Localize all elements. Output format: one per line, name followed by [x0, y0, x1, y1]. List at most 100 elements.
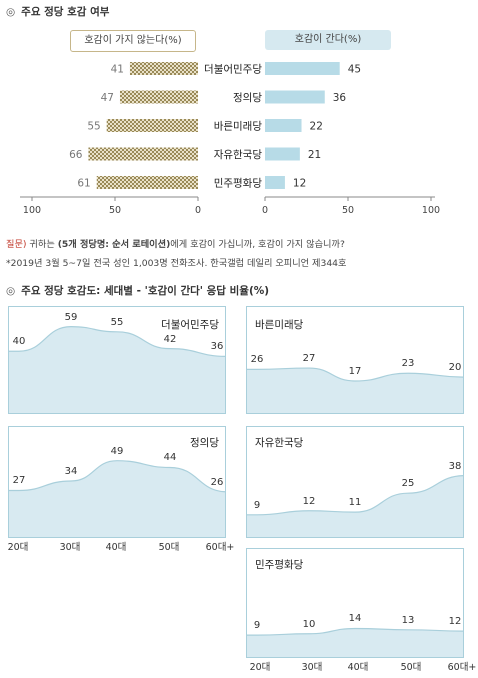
series-area: [9, 460, 225, 537]
panel-title-liberty-korea: 자유한국당: [255, 437, 304, 449]
series-area: [247, 628, 463, 657]
panel-bareun: 바른미래당 26 27 17 23 20: [246, 306, 464, 414]
value-label-favorable: 36: [333, 92, 347, 104]
axis-tick-label: 50: [109, 205, 121, 216]
data-label: 10: [302, 618, 316, 630]
area-bareun: [247, 367, 463, 413]
section-title-favorability: ◎ 주요 정당 호감 여부: [6, 6, 110, 18]
area-liberty-korea: [247, 475, 463, 537]
series-line: [247, 367, 463, 382]
value-label-unfavorable: 61: [77, 178, 90, 190]
data-label: 20: [448, 362, 462, 374]
series-area: [9, 326, 225, 413]
source-note: *2019년 3월 5~7일 전국 성인 1,003명 전화조사. 한국갤럽 데…: [6, 258, 347, 269]
panel-title-peace: 민주평화당: [255, 559, 304, 571]
bar-favorable: [265, 90, 325, 104]
bar-favorable: [265, 62, 340, 75]
bar-unfavorable: [119, 90, 198, 104]
data-label: 9: [253, 620, 261, 632]
value-label-favorable: 22: [310, 121, 323, 133]
axis-tick-label: 100: [422, 205, 440, 216]
panel-title-justice: 정의당: [190, 437, 219, 449]
axis-tick-label: 50: [342, 205, 354, 216]
value-label-unfavorable: 41: [111, 64, 124, 76]
legend-unfavorable: 호감이 가지 않는다(%): [70, 30, 196, 52]
data-label: 25: [401, 478, 415, 490]
data-label: 12: [302, 495, 316, 507]
bar-unfavorable: [106, 119, 198, 132]
bar-favorable: [265, 147, 300, 161]
data-label: 23: [401, 358, 415, 370]
series-area: [247, 368, 463, 413]
x-axis-label: 20대: [249, 662, 271, 673]
data-label: 27: [302, 353, 316, 365]
circle-bullet-icon: ◎: [6, 6, 16, 18]
x-axis-label: 60대+: [447, 662, 477, 673]
question-note: 질문) 귀하는 (5개 정당명: 순서 로테이션)에게 호감이 가십니까, 호감…: [6, 239, 345, 250]
series-line: [247, 475, 463, 516]
series-line: [9, 326, 225, 357]
axis-tick-label: 100: [23, 205, 41, 216]
panel-justice: 정의당 27 34 49 44 26: [8, 426, 226, 538]
data-label: 42: [163, 333, 177, 345]
data-label: 49: [110, 445, 124, 457]
x-axis-label: 50대: [400, 662, 422, 673]
data-label: 26: [250, 354, 264, 366]
data-label: 13: [401, 614, 415, 626]
data-label: 55: [110, 316, 124, 328]
section-title-by-age: ◎ 주요 정당 호감도: 세대별 - '호감이 간다' 응답 비율(%): [6, 285, 270, 297]
value-label-unfavorable: 55: [87, 121, 100, 133]
bar-unfavorable: [96, 176, 198, 189]
x-axis-label: 60대+: [205, 542, 235, 553]
x-axis-label: 20대: [7, 542, 29, 553]
favorability-bar-chart: 41 45 더불어민주당 47 36 정의당 55 22 바른미래당 66 21 자유한국당 61 12 민…: [20, 62, 440, 216]
panel-peace: 민주평화당 9 10 14 13 12: [246, 548, 464, 658]
data-label: 36: [210, 341, 224, 353]
data-label: 34: [64, 466, 78, 477]
area-justice: [9, 460, 225, 537]
value-label-favorable: 12: [293, 178, 306, 190]
data-label: 44: [163, 452, 177, 464]
bar-favorable: [265, 119, 302, 132]
value-label-favorable: 45: [348, 64, 361, 76]
axis-tick-label: 0: [195, 205, 201, 216]
series-line: [9, 460, 225, 493]
series-line: [247, 627, 463, 636]
value-label-unfavorable: 47: [101, 92, 114, 104]
data-label: 27: [12, 475, 26, 487]
panel-minjoo: 더불어민주당 40 59 55 42 36: [8, 306, 226, 414]
category-label: 바른미래당: [214, 121, 263, 133]
data-label: 12: [448, 616, 462, 628]
circle-bullet-icon: ◎: [6, 285, 16, 297]
category-label: 민주평화당: [214, 178, 263, 190]
x-axis-label: 50대: [158, 542, 180, 553]
category-label: 자유한국당: [214, 149, 263, 161]
data-label: 40: [12, 336, 26, 348]
data-label: 14: [348, 613, 362, 625]
legend-favorable: 호감이 간다(%): [265, 30, 391, 50]
panel-title-bareun: 바른미래당: [255, 319, 304, 331]
data-label: 9: [253, 499, 261, 511]
x-axis-label: 40대: [347, 662, 369, 673]
x-axis-label: 40대: [105, 542, 127, 553]
data-label: 17: [348, 366, 362, 377]
x-axis-label: 30대: [59, 542, 81, 553]
x-axis-labels-left: 20대 30대 40대 50대 60대+: [0, 539, 240, 553]
x-axis-labels-right: 20대 30대 40대 50대 60대+: [0, 659, 478, 673]
data-label: 26: [210, 476, 224, 488]
category-label: 더불어민주당: [204, 64, 262, 76]
panel-title-minjoo: 더불어민주당: [161, 319, 219, 331]
value-label-favorable: 21: [308, 149, 321, 161]
x-axis-label: 30대: [301, 662, 323, 673]
data-label: 38: [448, 460, 462, 472]
series-area: [247, 475, 463, 537]
area-peace: [247, 627, 463, 657]
category-label: 정의당: [233, 92, 262, 104]
data-label: 59: [64, 311, 78, 323]
bar-unfavorable: [88, 147, 198, 161]
data-label: 11: [348, 497, 362, 509]
area-minjoo: [9, 326, 225, 413]
bar-favorable: [265, 176, 285, 189]
value-label-unfavorable: 66: [69, 149, 83, 161]
panel-liberty-korea: 자유한국당 9 12 11 25 38: [246, 426, 464, 538]
